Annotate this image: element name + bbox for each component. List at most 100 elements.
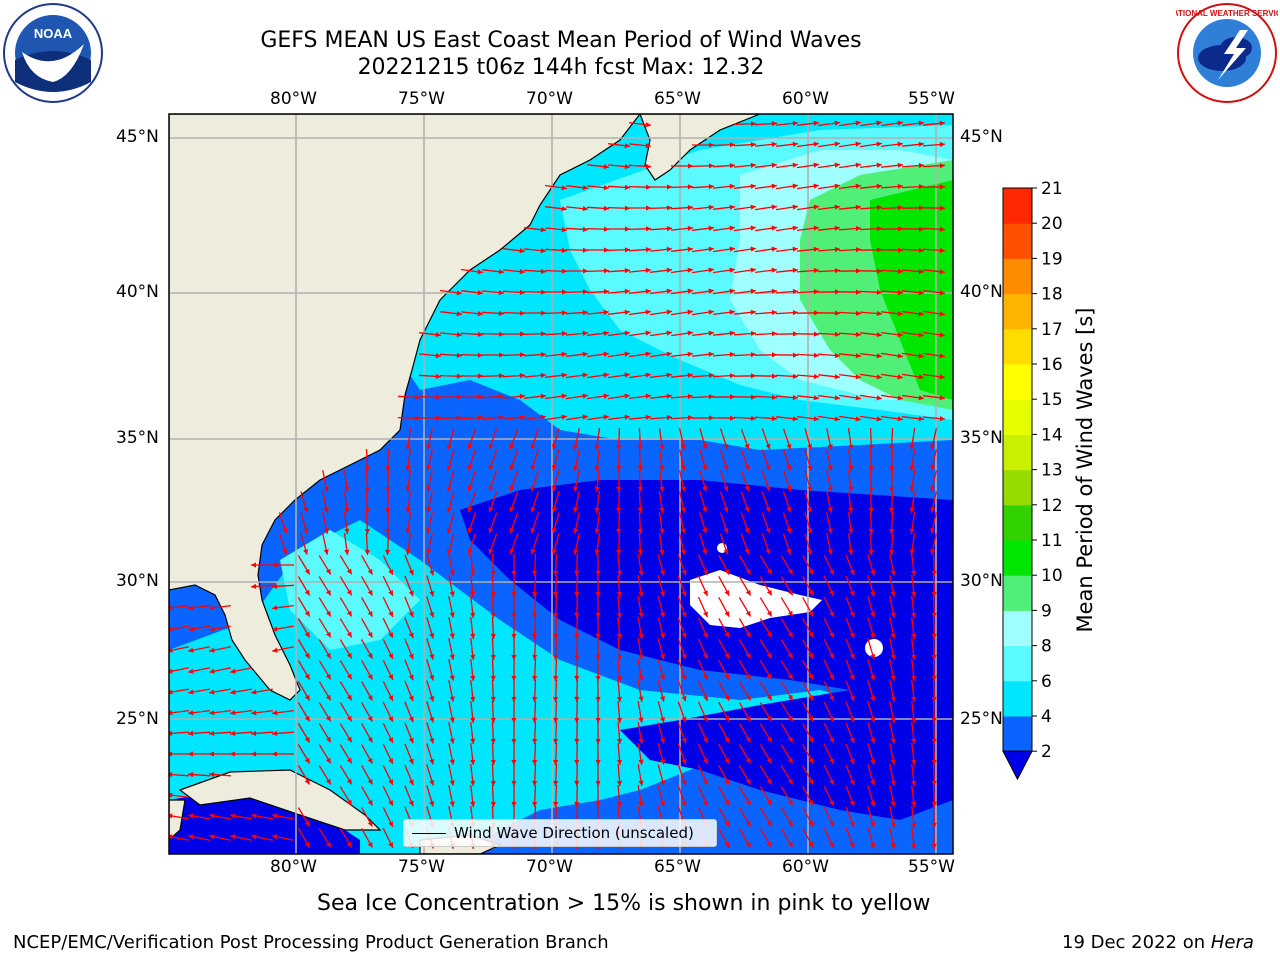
- wave-arrow-head: [209, 668, 215, 674]
- wave-arrow-head: [446, 528, 452, 534]
- wave-arrow-head: [477, 415, 483, 421]
- wave-arrow-head: [532, 801, 538, 807]
- wave-arrow-head: [304, 820, 310, 827]
- wave-arrow-head: [708, 225, 714, 231]
- wave-arrow-head: [889, 528, 895, 534]
- wave-arrow-head: [787, 799, 793, 806]
- wave-arrow-head: [766, 715, 772, 722]
- wave-arrow-head: [829, 611, 834, 617]
- wave-arrow-head: [708, 330, 714, 336]
- wave-arrow-head: [745, 778, 751, 785]
- wave-arrow-head: [530, 485, 536, 492]
- wave-arrow-head: [388, 821, 393, 827]
- wave-arrow-head: [771, 225, 777, 231]
- wave-arrow-head: [449, 780, 455, 786]
- wave-arrow-head: [367, 653, 373, 659]
- wave-arrow-head: [519, 393, 525, 399]
- land-nova-scotia: [639, 114, 761, 181]
- wave-arrow-head: [876, 183, 882, 189]
- colorbar-tick-label: 14: [1041, 425, 1063, 445]
- wave-arrow-head: [765, 485, 771, 492]
- wave-arrow-head: [659, 507, 665, 513]
- wave-arrow-head: [681, 737, 687, 744]
- wave-arrow-head: [367, 590, 373, 596]
- wave-arrow-head: [346, 694, 352, 701]
- wave-arrow-head: [827, 528, 833, 534]
- wave-arrow-head: [829, 569, 834, 575]
- wave-arrow-head: [230, 710, 236, 716]
- wave-arrow-head: [603, 351, 609, 357]
- colorbar-tick-label: 4: [1041, 707, 1052, 727]
- wave-arrow-head: [624, 351, 630, 357]
- wave-arrow-head: [582, 351, 588, 357]
- wave-arrow-head: [574, 696, 580, 702]
- wave-arrow-head: [364, 465, 370, 471]
- wave-arrow-head: [624, 268, 630, 274]
- wave-arrow-head: [511, 655, 517, 660]
- wave-arrow-head: [750, 246, 756, 252]
- wave-arrow-head: [889, 486, 895, 492]
- wave-arrow-head: [490, 738, 496, 744]
- wave-arrow-head: [272, 751, 277, 757]
- wave-arrow-head: [582, 414, 588, 420]
- wave-arrow-head: [530, 506, 536, 513]
- wave-arrow-head: [787, 841, 793, 848]
- land-north-america: [169, 114, 641, 701]
- lat-tick-right: 45°N: [960, 127, 1003, 147]
- wave-arrow-head: [405, 444, 411, 450]
- wave-arrow-head: [687, 246, 693, 252]
- wave-arrow-head: [490, 717, 496, 723]
- wave-arrow-head: [574, 801, 580, 807]
- wave-arrow-head: [660, 675, 665, 681]
- wave-arrow-head: [519, 373, 525, 379]
- wave-arrow-head: [470, 591, 476, 597]
- wave-arrow-head: [808, 590, 814, 596]
- wave-arrow-head: [551, 465, 557, 471]
- wave-arrow-head: [868, 528, 874, 534]
- wave-arrow-head: [681, 674, 687, 681]
- wave-arrow-head: [786, 527, 792, 534]
- wave-arrow-head: [808, 569, 814, 575]
- wave-arrow-head: [771, 267, 777, 273]
- wave-arrow-head: [890, 570, 896, 576]
- wave-arrow-head: [687, 351, 693, 357]
- wave-arrow-head: [282, 548, 288, 555]
- wave-arrow-head: [868, 444, 874, 450]
- wave-arrow-head: [931, 612, 937, 618]
- wave-arrow-head: [897, 120, 903, 126]
- wave-arrow-head: [870, 654, 876, 660]
- wave-arrow-head: [638, 591, 644, 597]
- wave-arrow-head: [603, 414, 609, 420]
- wave-arrow-head: [870, 822, 876, 828]
- wave-arrow-head: [488, 443, 494, 450]
- wave-arrow-head: [574, 759, 580, 765]
- wave-arrow-head: [388, 590, 393, 596]
- wave-arrow-head: [766, 757, 772, 764]
- wave-arrow-head: [745, 736, 751, 743]
- wave-arrow-head: [930, 528, 936, 534]
- wave-arrow-head: [561, 414, 567, 420]
- wave-arrow-head: [573, 507, 579, 513]
- wave-arrow-head: [561, 268, 567, 274]
- wave-arrow-head: [426, 528, 432, 534]
- wave-arrow-head: [251, 751, 256, 757]
- wave-arrow-head: [169, 772, 173, 778]
- wave-arrow-head: [509, 548, 515, 555]
- wave-arrow-head: [616, 444, 622, 450]
- wave-arrow-head: [251, 583, 257, 589]
- wave-arrow-head: [939, 374, 945, 380]
- wave-arrow-head: [540, 289, 546, 295]
- wave-arrow-head: [367, 569, 373, 575]
- wave-arrow-head: [624, 247, 630, 253]
- wave-arrow-head: [385, 465, 391, 471]
- wave-arrow-head: [477, 352, 483, 358]
- wave-arrow-head: [745, 694, 751, 701]
- wave-arrow-head: [793, 331, 798, 337]
- wave-arrow-head: [467, 506, 473, 513]
- wave-arrow-head: [680, 507, 686, 513]
- lon-tick-bottom: 65°W: [654, 857, 701, 877]
- wave-arrow-head: [814, 331, 819, 337]
- wave-arrow-head: [429, 591, 435, 597]
- wave-arrow-head: [813, 289, 819, 295]
- wave-arrow-head: [750, 288, 756, 294]
